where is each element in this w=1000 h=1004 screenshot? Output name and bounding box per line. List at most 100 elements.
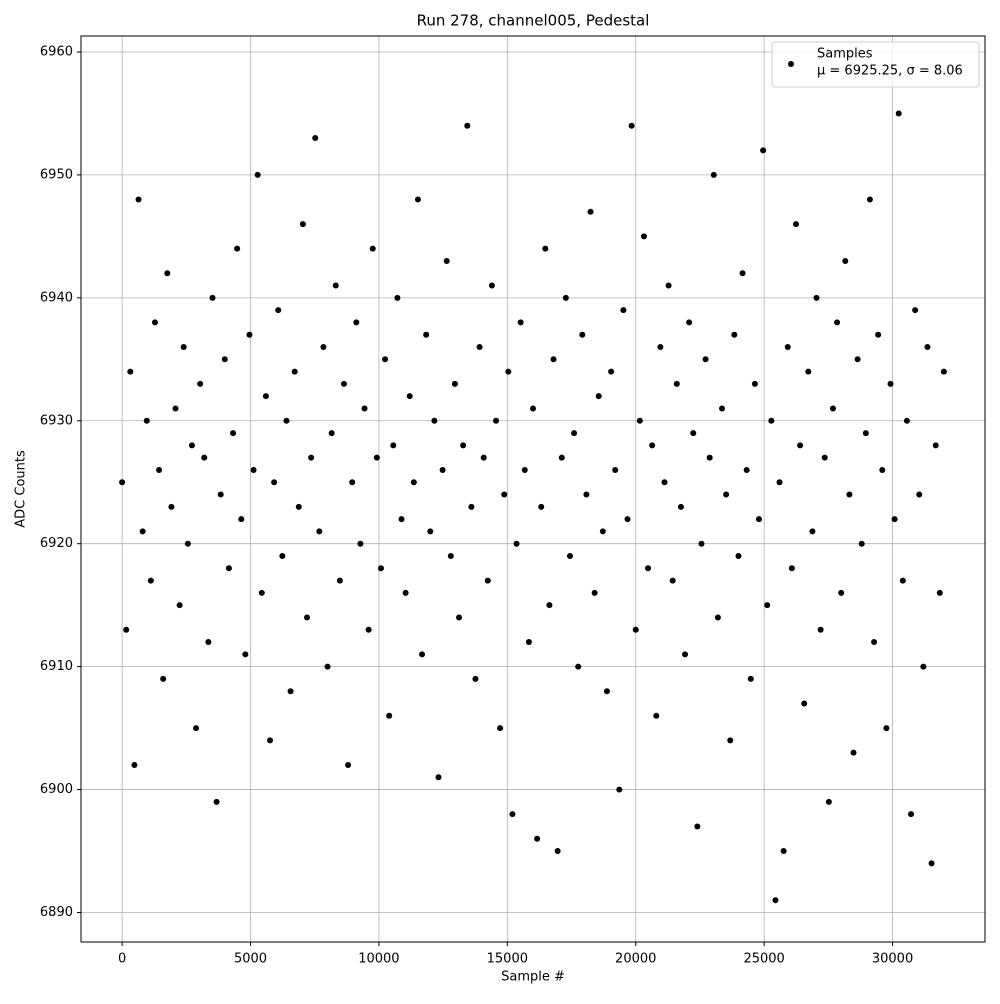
x-tick-label: 0 bbox=[118, 952, 126, 967]
point bbox=[382, 356, 389, 363]
point bbox=[756, 516, 762, 523]
point bbox=[435, 774, 442, 781]
point bbox=[456, 614, 463, 621]
point bbox=[291, 368, 298, 375]
point bbox=[571, 430, 578, 437]
point bbox=[402, 589, 409, 596]
point bbox=[258, 589, 265, 596]
point bbox=[616, 786, 623, 793]
point bbox=[792, 221, 799, 228]
point bbox=[583, 491, 590, 498]
point bbox=[225, 565, 232, 572]
point bbox=[858, 540, 865, 547]
point bbox=[739, 270, 746, 277]
point bbox=[624, 516, 631, 523]
point bbox=[879, 466, 886, 473]
point bbox=[230, 430, 237, 437]
point bbox=[903, 417, 910, 424]
point bbox=[850, 749, 857, 756]
point bbox=[160, 675, 167, 682]
point bbox=[168, 503, 175, 510]
x-tick-label: 20000 bbox=[615, 952, 656, 967]
point bbox=[686, 319, 693, 326]
point bbox=[505, 368, 512, 375]
point bbox=[797, 442, 804, 449]
point bbox=[595, 393, 602, 400]
point bbox=[464, 122, 471, 129]
y-tick-label: 6890 bbox=[40, 905, 73, 920]
point bbox=[747, 675, 754, 682]
x-tick-label: 10000 bbox=[358, 952, 399, 967]
point bbox=[829, 405, 836, 412]
point bbox=[135, 196, 142, 203]
point bbox=[123, 626, 130, 633]
point bbox=[587, 208, 594, 215]
point bbox=[788, 565, 795, 572]
point bbox=[550, 356, 557, 363]
point bbox=[209, 294, 216, 301]
legend-box bbox=[771, 41, 980, 88]
point bbox=[936, 589, 943, 596]
point bbox=[821, 454, 828, 461]
point bbox=[316, 528, 323, 535]
point bbox=[410, 479, 417, 486]
y-tick-label: 6900 bbox=[40, 782, 73, 797]
point bbox=[213, 798, 220, 805]
point bbox=[336, 577, 343, 584]
point bbox=[649, 442, 656, 449]
point bbox=[521, 466, 528, 473]
point bbox=[119, 479, 126, 486]
point bbox=[542, 245, 549, 252]
point bbox=[345, 761, 352, 768]
point bbox=[205, 639, 212, 646]
point bbox=[817, 626, 824, 633]
point bbox=[657, 344, 664, 351]
point bbox=[493, 417, 500, 424]
point bbox=[234, 245, 241, 252]
point bbox=[242, 651, 249, 658]
point bbox=[501, 491, 508, 498]
point bbox=[899, 577, 906, 584]
point bbox=[283, 417, 290, 424]
point bbox=[238, 516, 245, 523]
point bbox=[599, 528, 606, 535]
point bbox=[554, 848, 561, 855]
point bbox=[460, 442, 467, 449]
point bbox=[690, 430, 697, 437]
point bbox=[509, 811, 516, 818]
point bbox=[217, 491, 224, 498]
point bbox=[250, 466, 257, 473]
point bbox=[928, 860, 935, 867]
point bbox=[698, 540, 705, 547]
legend: Samples μ = 6925.25, σ = 8.06 bbox=[771, 41, 980, 88]
point bbox=[772, 897, 779, 904]
point bbox=[760, 147, 767, 154]
point bbox=[193, 725, 200, 732]
point bbox=[180, 344, 187, 351]
point bbox=[517, 319, 524, 326]
point bbox=[443, 257, 450, 264]
point bbox=[719, 405, 726, 412]
point bbox=[825, 798, 832, 805]
point bbox=[340, 380, 347, 387]
point bbox=[361, 405, 368, 412]
point bbox=[838, 589, 845, 596]
point bbox=[271, 479, 278, 486]
point bbox=[682, 651, 689, 658]
point bbox=[349, 479, 356, 486]
point bbox=[727, 737, 734, 744]
y-tick-label: 6960 bbox=[40, 44, 73, 59]
point bbox=[406, 393, 413, 400]
point bbox=[940, 368, 947, 375]
point bbox=[871, 639, 878, 646]
x-tick-label: 5000 bbox=[234, 952, 267, 967]
point bbox=[353, 319, 360, 326]
point bbox=[386, 712, 393, 719]
point bbox=[866, 196, 873, 203]
point bbox=[414, 196, 421, 203]
legend-label: Samples bbox=[817, 47, 873, 62]
point bbox=[546, 602, 553, 609]
point bbox=[332, 282, 339, 289]
point bbox=[369, 245, 376, 252]
point bbox=[398, 516, 405, 523]
